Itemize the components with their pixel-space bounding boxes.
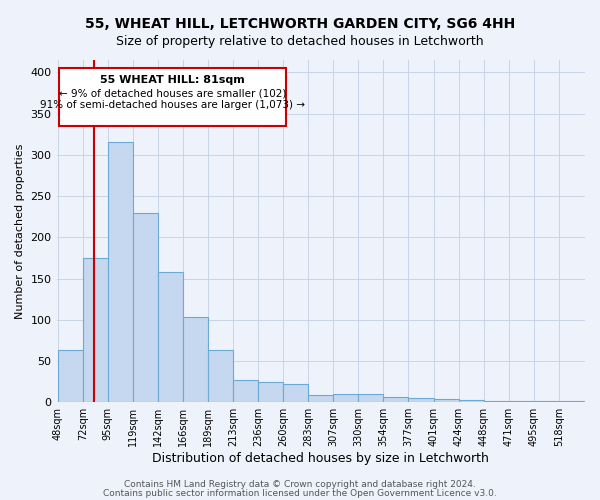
Text: 55, WHEAT HILL, LETCHWORTH GARDEN CITY, SG6 4HH: 55, WHEAT HILL, LETCHWORTH GARDEN CITY, … xyxy=(85,18,515,32)
Bar xyxy=(108,142,133,402)
X-axis label: Distribution of detached houses by size in Letchworth: Distribution of detached houses by size … xyxy=(152,452,489,465)
Bar xyxy=(484,400,509,402)
Text: Size of property relative to detached houses in Letchworth: Size of property relative to detached ho… xyxy=(116,35,484,48)
Bar xyxy=(409,398,434,402)
Bar xyxy=(283,384,308,402)
Bar xyxy=(208,350,233,402)
Text: ← 9% of detached houses are smaller (102): ← 9% of detached houses are smaller (102… xyxy=(59,88,286,98)
Bar xyxy=(183,318,208,402)
Bar xyxy=(58,350,83,402)
Bar xyxy=(334,394,358,402)
Bar xyxy=(559,400,584,402)
Y-axis label: Number of detached properties: Number of detached properties xyxy=(15,144,25,319)
Bar xyxy=(158,272,183,402)
Bar xyxy=(133,212,158,402)
Text: Contains public sector information licensed under the Open Government Licence v3: Contains public sector information licen… xyxy=(103,488,497,498)
Bar xyxy=(83,258,108,402)
Bar xyxy=(308,395,334,402)
Bar xyxy=(258,382,283,402)
Bar xyxy=(434,399,458,402)
Text: Contains HM Land Registry data © Crown copyright and database right 2024.: Contains HM Land Registry data © Crown c… xyxy=(124,480,476,489)
Text: 91% of semi-detached houses are larger (1,073) →: 91% of semi-detached houses are larger (… xyxy=(40,100,305,110)
Bar xyxy=(383,398,409,402)
FancyBboxPatch shape xyxy=(59,68,286,126)
Bar xyxy=(358,394,383,402)
Bar xyxy=(233,380,258,402)
Bar xyxy=(458,400,484,402)
Text: 55 WHEAT HILL: 81sqm: 55 WHEAT HILL: 81sqm xyxy=(100,75,245,85)
